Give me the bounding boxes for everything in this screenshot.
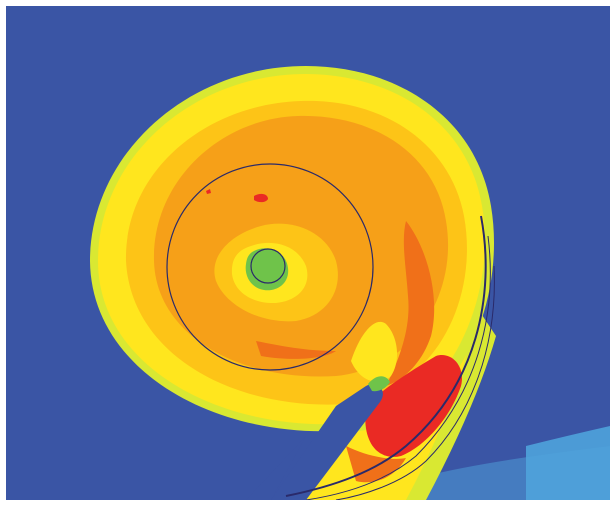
tongue-green-edge bbox=[368, 376, 390, 392]
volute-wall-line-1 bbox=[285, 215, 487, 497]
small-blob-top bbox=[206, 189, 211, 194]
volute-wall-line-2 bbox=[305, 235, 491, 500]
outer-flow-band-2 bbox=[426, 446, 610, 500]
dark-orange-crescent bbox=[386, 221, 435, 386]
tongue-flare bbox=[351, 321, 398, 382]
red-blob-top bbox=[254, 193, 268, 203]
contour-plot bbox=[6, 6, 610, 500]
volute-tongue bbox=[271, 384, 383, 500]
duct-left-gap bbox=[246, 436, 306, 500]
impeller-outer-circle bbox=[166, 163, 374, 371]
hub-circle bbox=[250, 248, 286, 284]
dark-orange-lower bbox=[256, 341, 336, 359]
red-zone bbox=[365, 355, 462, 457]
volute-wall-line-3 bbox=[335, 265, 495, 500]
